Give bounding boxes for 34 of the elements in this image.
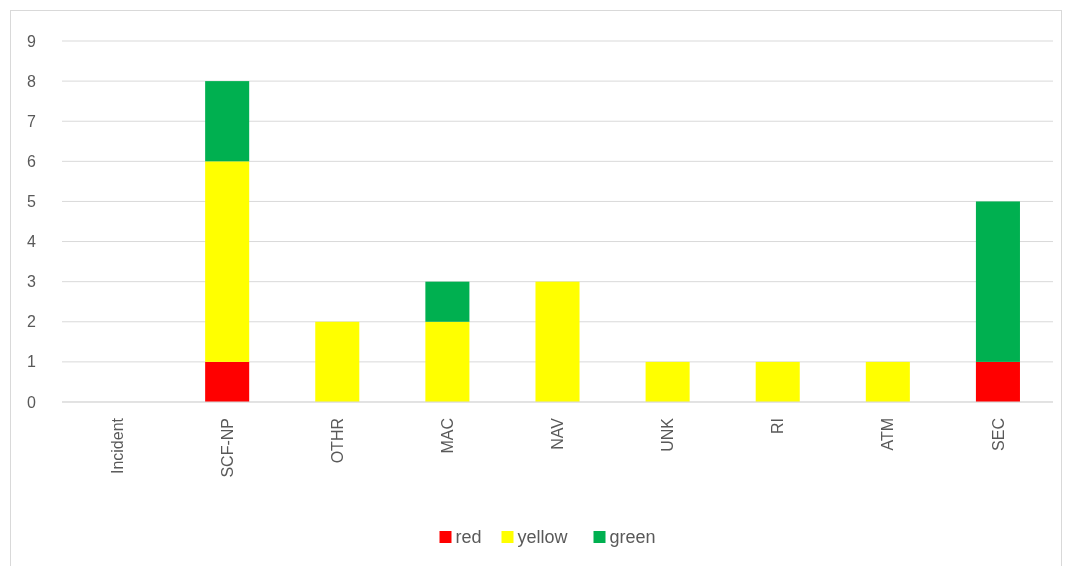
bar — [205, 161, 250, 362]
y-tick-label: 8 — [27, 72, 37, 90]
y-tick-label: 7 — [27, 112, 37, 130]
bar — [535, 281, 580, 402]
y-tick-label: 9 — [27, 32, 37, 50]
bar — [865, 361, 910, 402]
y-tick-label: 4 — [27, 233, 37, 251]
legend-label: yellow — [517, 527, 569, 548]
bar — [205, 81, 250, 162]
bar — [205, 361, 250, 402]
x-tick-label: NAV — [549, 417, 567, 450]
legend-label: red — [455, 527, 482, 548]
y-tick-label: 0 — [27, 393, 37, 411]
y-tick-label: 3 — [27, 273, 37, 291]
bar — [315, 321, 360, 402]
x-tick-label: SEC — [989, 418, 1007, 451]
x-tick-label: MAC — [438, 418, 456, 454]
x-tick-label: RI — [769, 418, 787, 434]
x-tick-label: UNK — [659, 417, 677, 452]
bar — [645, 361, 690, 402]
x-tick-label: Incident — [108, 417, 126, 475]
y-tick-label: 1 — [27, 353, 37, 371]
x-tick-label: ATM — [879, 418, 897, 451]
bar — [755, 361, 800, 402]
y-tick-label: 5 — [27, 193, 37, 211]
legend-label: green — [609, 527, 656, 548]
x-tick-label: OTHR — [328, 418, 346, 464]
bar — [975, 361, 1020, 402]
bar — [975, 201, 1020, 362]
y-tick-label: 2 — [27, 313, 37, 331]
bar — [425, 281, 470, 322]
bar — [425, 321, 470, 402]
y-tick-label: 6 — [27, 152, 37, 170]
x-tick-label: SCF-NP — [218, 418, 236, 478]
